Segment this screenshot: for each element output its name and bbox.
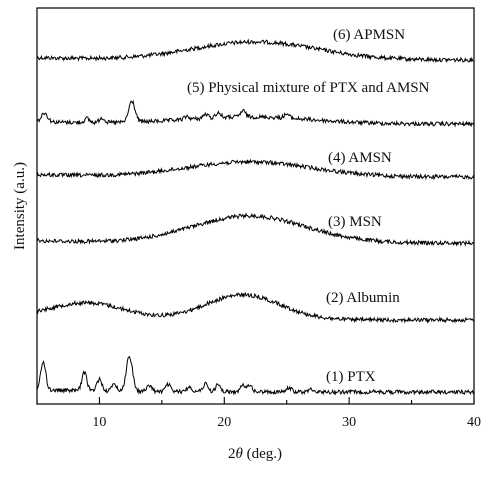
pattern-curve-2 [36,291,475,324]
y-axis-title: Intensity (a.u.) [12,162,28,250]
pattern-curve-3 [36,212,475,247]
x-ticks: 10 20 30 40 [36,397,481,430]
pattern-label-1: (1) PTX [326,369,376,385]
pattern-label-2: (2) Albumin [326,290,400,306]
x-axis-title: 2θ (deg.) [228,446,282,462]
pattern-curve-4 [36,158,475,181]
pattern-curve-1 [36,355,475,396]
pattern-label-5: (5) Physical mixture of PTX and AMSN [187,80,430,96]
pattern-label-3: (3) MSN [328,214,382,230]
x-tick-label: 10 [92,415,106,430]
pattern-label-4: (4) AMSN [328,150,392,166]
x-tick-label: 40 [467,415,481,430]
pattern-curve-5 [36,99,475,128]
pattern-label-6: (6) APMSN [333,27,405,43]
x-tick-label: 30 [342,415,356,430]
plot-frame [36,7,475,405]
pattern-curves [36,38,475,396]
pattern-curve-6 [36,38,475,63]
pattern-labels: (6) APMSN (5) Physical mixture of PTX and… [187,27,430,385]
x-tick-label: 20 [217,415,231,430]
